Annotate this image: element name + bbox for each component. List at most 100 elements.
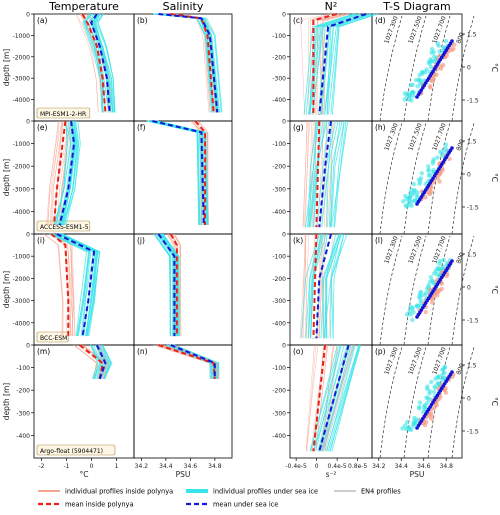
polynya-mean-line [79, 344, 104, 380]
ice-individual-profile [330, 120, 349, 228]
ts-ice-point [436, 43, 441, 48]
ts-ice-point [404, 312, 410, 317]
en4-profile [321, 344, 352, 452]
polynya-individual-profile [308, 13, 331, 115]
n2-y-tick-label: -300 [272, 410, 286, 417]
panel-letter: (h) [375, 123, 386, 132]
legend-label: mean inside polynya [65, 500, 134, 508]
ts-ice-point [417, 78, 422, 83]
ts-ice-point [404, 204, 409, 209]
ts-ice-point [425, 400, 430, 405]
ts-ice-point [426, 167, 431, 172]
y-tick-label: -200 [16, 388, 30, 395]
n2-y-tick-label: -400 [272, 97, 286, 104]
n2-y-tick-label: 0 [282, 232, 286, 239]
ts-ice-point [427, 61, 432, 66]
ts-ice-point [413, 197, 418, 203]
ice-mean-line [318, 344, 350, 452]
ice-mean-line [170, 344, 216, 379]
ice-individual-profile [308, 120, 317, 228]
ts-ice-point [442, 376, 447, 381]
panel-letter: (c) [293, 16, 303, 25]
polynya-mean-line [312, 233, 318, 339]
ts-ice-point [411, 90, 416, 95]
ice-individual-profile [152, 120, 205, 226]
isopycnal-label: 1027.300 [383, 235, 399, 264]
n2-y-tick-label: 0 [282, 119, 286, 126]
isopycnal-line [427, 235, 451, 346]
ice-individual-profile [312, 344, 342, 452]
isopycnal-line [379, 235, 403, 346]
panel-letter: (j) [137, 236, 145, 245]
n2-y-tick-label: -200 [272, 276, 286, 283]
ts-ice-point [431, 59, 437, 64]
isopycnal-label: 1027.500 [407, 122, 423, 151]
isopycnal-line [451, 15, 475, 122]
ice-individual-profile [318, 13, 364, 115]
ts-polynya-point [439, 286, 444, 292]
n2-y-tick-label: -200 [272, 164, 286, 171]
isopycnal-label: 1027.500 [407, 235, 423, 264]
ts-ice-point [412, 187, 417, 193]
panel-letter: (a) [37, 16, 48, 25]
ts-ice-point [402, 97, 407, 102]
polynya-individual-profile [319, 233, 324, 339]
ice-individual-profile [152, 120, 205, 226]
panel-letter: (o) [293, 347, 304, 356]
ts-ice-point [443, 142, 449, 147]
ice-individual-profile [324, 13, 370, 115]
ts-ice-point [400, 426, 405, 431]
ice-mean-line [95, 344, 107, 380]
y-tick-label: -3000 [13, 186, 31, 193]
y-axis-label: depth [m] [2, 49, 11, 86]
ts-ice-point [415, 84, 420, 89]
ice-individual-profile [62, 120, 78, 226]
ts-ice-point [427, 173, 433, 178]
ice-individual-profile [60, 233, 97, 337]
ice-individual-profile [325, 344, 360, 452]
ice-individual-profile [308, 13, 355, 115]
ts-polynya-point [427, 83, 433, 89]
ts-ice-mean-point [450, 39, 454, 43]
polynya-mean-line [170, 13, 215, 113]
ts-ice-point [411, 181, 417, 187]
ts-ice-point [439, 153, 445, 158]
ice-individual-profile [300, 233, 320, 339]
ts-polynya-point [429, 185, 434, 190]
polynya-individual-profile [43, 233, 64, 337]
polynya-mean-line [194, 120, 207, 225]
x-tick-label: 34.6 [417, 463, 431, 470]
ice-individual-profile [63, 120, 80, 226]
ts-right-label: °C [490, 397, 499, 406]
model-label: Argo-float (5904471) [40, 448, 103, 455]
en4-profile [98, 344, 108, 380]
panel-letter: (f) [137, 123, 146, 132]
panel-frame [371, 344, 463, 459]
ts-ice-point [419, 171, 424, 176]
en4-profile [323, 344, 354, 452]
ts-y-tick-label: 0 [467, 285, 471, 292]
ice-individual-profile [329, 120, 341, 228]
x-tick-label: 1 [115, 463, 119, 470]
panel-letter: (n) [137, 347, 148, 356]
panel-frame [33, 344, 135, 459]
en4-profile [322, 344, 353, 452]
polynya-individual-profile [198, 120, 210, 226]
ts-right-label: °C [490, 285, 499, 294]
isopycnal-label: 1027.300 [383, 15, 399, 44]
x-tick-label: 34.6 [184, 463, 198, 470]
ice-individual-profile [159, 233, 177, 337]
ice-individual-profile [329, 344, 362, 452]
x-tick-label: 34.4 [159, 463, 173, 470]
polynya-individual-profile [305, 344, 315, 452]
n2-y-tick-label: -200 [272, 54, 286, 61]
en4-profile [99, 344, 109, 380]
ts-ice-point [437, 149, 443, 155]
ice-individual-profile [312, 120, 324, 228]
ice-individual-profile [58, 120, 73, 226]
polynya-mean-line [50, 233, 70, 337]
y-axis-label: depth [m] [2, 271, 11, 308]
ts-ice-point [437, 261, 442, 266]
n2-y-tick-label: -400 [272, 320, 286, 327]
